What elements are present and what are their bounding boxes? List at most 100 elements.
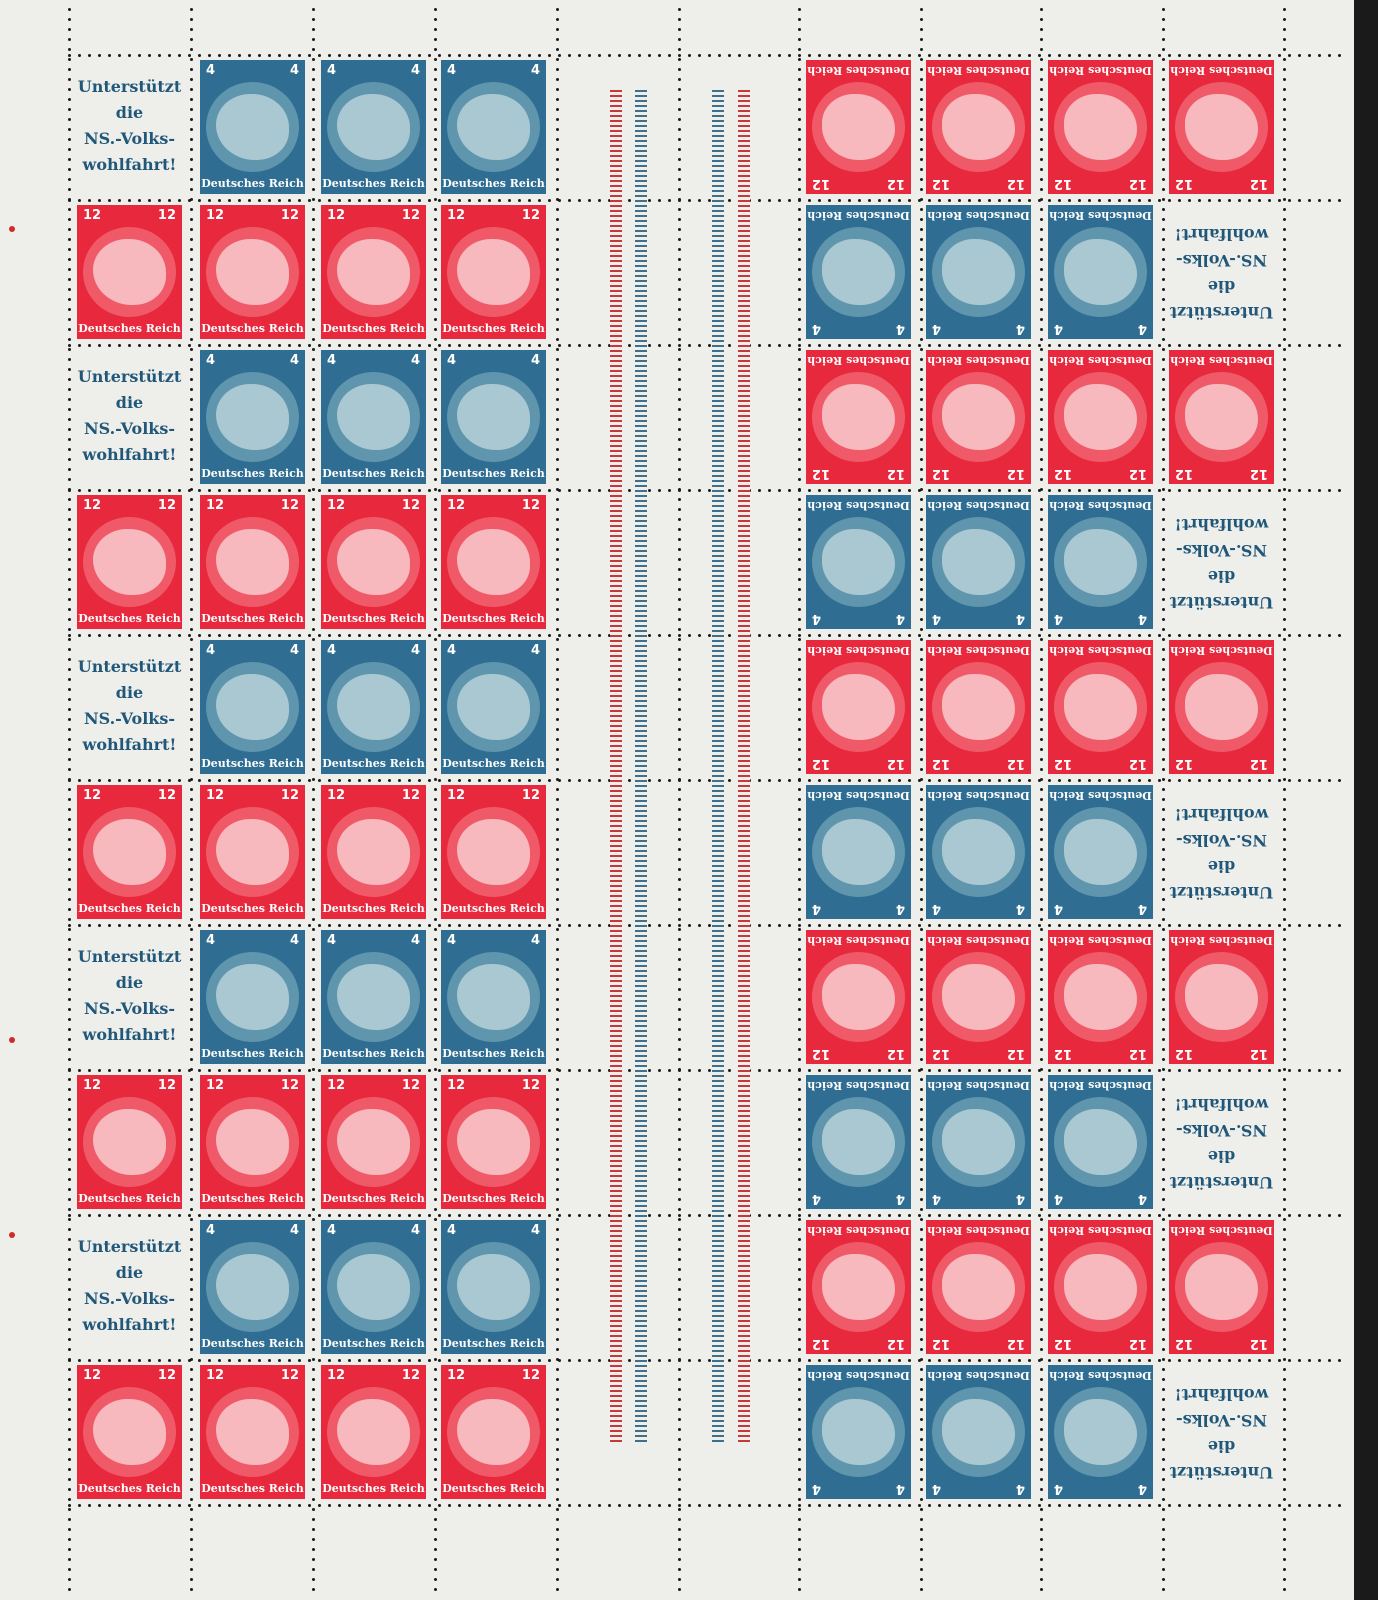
perforation-hole (190, 1178, 193, 1181)
perforation-hole (1283, 528, 1286, 531)
perforation-hole (88, 1504, 91, 1507)
perforation-hole (798, 278, 801, 281)
perforation-hole (1162, 588, 1165, 591)
label-line: NS.-Volks- (1175, 1411, 1268, 1430)
perforation-hole (118, 1359, 121, 1362)
perforation-hole (678, 1368, 681, 1371)
perforation-hole (678, 478, 681, 481)
perforation-hole (920, 1098, 923, 1101)
perforation-hole (108, 924, 111, 927)
stamp-caption: Deutsches Reich (442, 322, 545, 335)
stamp-face: 12 12 Deutsches Reich (77, 785, 182, 919)
perforation-hole (478, 779, 481, 782)
perforation-hole (708, 54, 711, 57)
perforation-hole (728, 489, 731, 492)
portrait-icon (822, 94, 895, 160)
perforation-hole (1288, 1214, 1291, 1217)
perforation-hole (1040, 1578, 1043, 1581)
perforation-hole (434, 1328, 437, 1331)
stamp-caption: Deutsches Reich (1049, 934, 1152, 947)
perforation-hole (798, 468, 801, 471)
perforation-hole (628, 634, 631, 637)
perforation-hole (1283, 68, 1286, 71)
perforation-hole (556, 1048, 559, 1051)
perforation-hole (798, 518, 801, 521)
perforation-hole (556, 58, 559, 61)
perforation-hole (920, 918, 923, 921)
stamp-face: Unterstützt die NS.-Volks-wohlfahrt! (1169, 1075, 1274, 1209)
perforation-hole (408, 1069, 411, 1072)
stamp-face: 12 12 Deutsches Reich (1048, 930, 1153, 1064)
perforation-hole (312, 388, 315, 391)
perforation-hole (68, 948, 71, 951)
perforation-hole (1328, 489, 1331, 492)
perforation-hole (218, 1069, 221, 1072)
perforation-hole (1318, 1359, 1321, 1362)
perforation-hole (68, 1178, 71, 1181)
perforation-hole (1168, 1504, 1171, 1507)
perforation-hole (158, 634, 161, 637)
label-line: Unterstützt (1169, 303, 1274, 322)
perforation-hole (528, 634, 531, 637)
perforation-hole (468, 779, 471, 782)
portrait-icon (216, 94, 289, 160)
perforation-hole (398, 1504, 401, 1507)
perforation-hole (338, 1069, 341, 1072)
perforation-hole (190, 978, 193, 981)
perforation-hole (388, 199, 391, 202)
perforation-hole (1162, 1298, 1165, 1301)
perforation-hole (1078, 344, 1081, 347)
perforation-hole (798, 1268, 801, 1271)
perforation-hole (1238, 634, 1241, 637)
perforation-hole (1040, 1108, 1043, 1111)
perforation-hole (556, 1508, 559, 1511)
label-line: wohlfahrt! (82, 155, 177, 174)
stamp-caption: Deutsches Reich (1170, 644, 1273, 657)
stamp-face: 12 12 Deutsches Reich (1048, 1220, 1153, 1354)
perforation-hole (98, 1359, 101, 1362)
perforation-hole (388, 1214, 391, 1217)
perforation-hole (1283, 808, 1286, 811)
perforation-hole (248, 199, 251, 202)
perforation-hole (1162, 1108, 1165, 1111)
perforation-hole (868, 1214, 871, 1217)
perforation-hole (828, 1069, 831, 1072)
perforation-hole (1162, 1178, 1165, 1181)
perforation-hole (538, 1359, 541, 1362)
perforation-hole (798, 848, 801, 851)
perforation-hole (190, 888, 193, 891)
perforation-hole (798, 398, 801, 401)
stamp-caption: Deutsches Reich (1049, 1079, 1152, 1092)
stamp-caption: Deutsches Reich (807, 499, 910, 512)
perforation-hole (1040, 8, 1043, 11)
perforation-hole (1162, 768, 1165, 771)
perforation-hole (68, 1138, 71, 1141)
perforation-hole (68, 54, 71, 57)
perforation-hole (312, 1148, 315, 1151)
perforation-hole (178, 1504, 181, 1507)
perforation-hole (1298, 924, 1301, 927)
perforation-hole (798, 1188, 801, 1191)
perforation-hole (808, 634, 811, 637)
perforation-hole (1028, 199, 1031, 202)
perforation-hole (556, 1268, 559, 1271)
perforation-hole (798, 978, 801, 981)
perforation-hole (98, 924, 101, 927)
perforation-hole (698, 779, 701, 782)
perforation-hole (678, 958, 681, 961)
value-right: 4 (410, 643, 420, 658)
perforation-hole (1278, 1069, 1281, 1072)
perforation-hole (1283, 648, 1286, 651)
perforation-hole (798, 588, 801, 591)
perforation-hole (588, 924, 591, 927)
perforation-hole (556, 1418, 559, 1421)
perforation-hole (1283, 8, 1286, 11)
portrait-icon (822, 964, 895, 1030)
perforation-hole (556, 18, 559, 21)
perforation-hole (68, 848, 71, 851)
perforation-hole (148, 779, 151, 782)
perforation-hole (556, 1528, 559, 1531)
perforation-hole (618, 1504, 621, 1507)
perforation-hole (668, 1359, 671, 1362)
perforation-hole (608, 1069, 611, 1072)
